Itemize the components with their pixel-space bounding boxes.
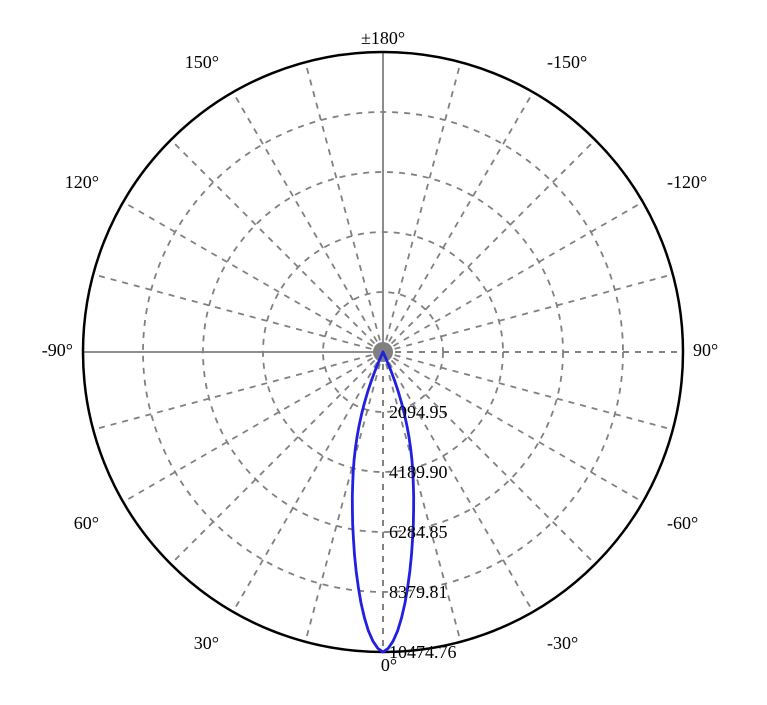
angle-label: 120°	[65, 172, 99, 192]
radial-label: 6284.85	[389, 522, 448, 542]
angle-label: -30°	[547, 633, 578, 653]
grid-spoke	[93, 352, 383, 430]
angle-label: -90°	[42, 340, 73, 360]
radial-label: 4189.90	[389, 462, 448, 482]
polar-chart: 0°30°60°90°120°150°±180°-150°-120°-90°-6…	[0, 0, 767, 705]
grid-spoke	[383, 92, 533, 352]
grid-spoke	[383, 140, 595, 352]
grid-spoke	[123, 352, 383, 502]
grid-spoke	[305, 352, 383, 642]
grid-spoke	[171, 352, 383, 564]
angle-label: 90°	[693, 340, 718, 360]
angle-label: -60°	[667, 513, 698, 533]
angle-label: 150°	[185, 52, 219, 72]
grid-spoke	[305, 62, 383, 352]
angle-label: 30°	[194, 633, 219, 653]
radial-label: 8379.81	[389, 582, 448, 602]
grid-spoke	[383, 62, 461, 352]
angle-label: -150°	[547, 52, 587, 72]
grid-spoke	[171, 140, 383, 352]
radial-label: 10474.76	[389, 642, 457, 662]
angle-label: 60°	[74, 513, 99, 533]
grid-spoke	[383, 202, 643, 352]
grid-spoke	[383, 274, 673, 352]
radial-label: 2094.95	[389, 402, 448, 422]
angle-label: ±180°	[361, 28, 405, 48]
grid-spoke	[233, 92, 383, 352]
grid-spoke	[233, 352, 383, 612]
angle-label: -120°	[667, 172, 707, 192]
grid-spoke	[123, 202, 383, 352]
grid-spoke	[93, 274, 383, 352]
